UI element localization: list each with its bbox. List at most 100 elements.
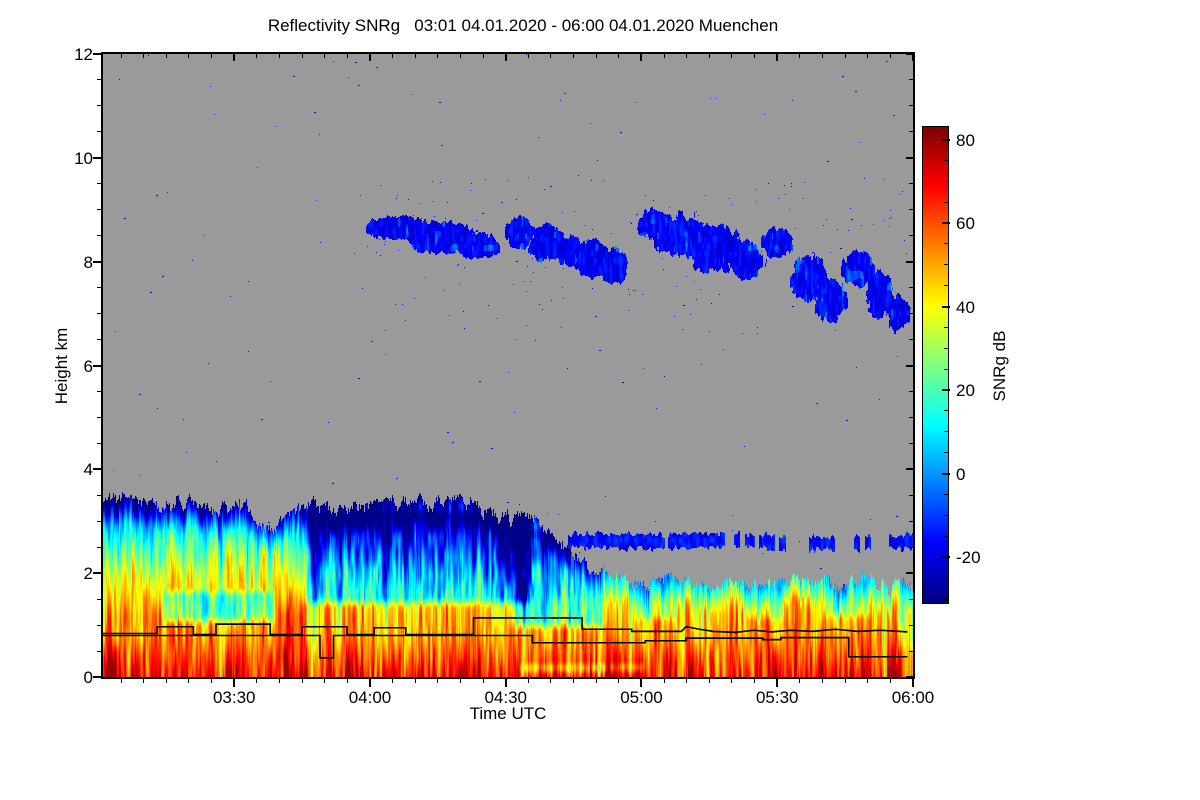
y-minor-tick xyxy=(97,339,101,341)
x-major-tick-top xyxy=(233,54,236,61)
x-minor-tick-top xyxy=(573,54,575,58)
colorbar-minor-tick xyxy=(944,410,948,412)
x-minor-tick xyxy=(754,679,756,683)
y-minor-tick xyxy=(97,390,101,392)
colorbar-minor-tick xyxy=(944,368,948,370)
colorbar-minor-tick xyxy=(944,598,948,600)
x-major-tick-top xyxy=(776,54,779,61)
colorbar-minor-tick xyxy=(944,180,948,182)
y-minor-tick xyxy=(97,131,101,133)
x-minor-tick xyxy=(188,679,190,683)
x-major-tick xyxy=(776,679,779,687)
colorbar-minor-tick xyxy=(944,347,948,349)
y-minor-tick-right xyxy=(909,313,913,315)
x-tick-label: 06:00 xyxy=(891,688,935,707)
y-minor-tick xyxy=(97,209,101,211)
y-minor-tick xyxy=(97,183,101,185)
x-minor-tick xyxy=(459,679,461,683)
colorbar-minor-tick xyxy=(944,326,948,328)
x-minor-tick xyxy=(618,679,620,683)
y-tick-label: 6 xyxy=(83,356,93,376)
y-minor-tick xyxy=(97,416,101,418)
x-tick-label: 05:30 xyxy=(755,688,799,707)
colorbar-minor-tick xyxy=(944,243,948,245)
y-minor-tick xyxy=(97,546,101,548)
x-minor-tick-top xyxy=(278,54,280,58)
y-minor-tick-right xyxy=(909,131,913,133)
colorbar-minor-tick xyxy=(944,159,948,161)
x-major-tick xyxy=(233,679,236,687)
colorbar-major-tick xyxy=(942,389,950,392)
x-minor-tick xyxy=(799,679,801,683)
x-minor-tick-top xyxy=(143,54,145,58)
x-minor-tick xyxy=(392,679,394,683)
y-minor-tick-right xyxy=(909,339,913,341)
x-minor-tick xyxy=(663,679,665,683)
x-minor-tick-top xyxy=(392,54,394,58)
y-major-tick-right xyxy=(906,468,913,471)
y-minor-tick-right xyxy=(909,209,913,211)
x-minor-tick-top xyxy=(595,54,597,58)
y-minor-tick-right xyxy=(909,287,913,289)
y-minor-tick-right xyxy=(909,235,913,237)
y-tick-label: 10 xyxy=(74,148,93,168)
y-major-tick-right xyxy=(906,572,913,575)
y-major-tick-right xyxy=(906,260,913,263)
colorbar-tick-label: 80 xyxy=(956,130,975,150)
x-minor-tick-top xyxy=(211,54,213,58)
x-minor-tick xyxy=(120,679,122,683)
y-minor-tick xyxy=(97,520,101,522)
x-major-tick-top xyxy=(912,54,914,61)
colorbar-gradient xyxy=(923,127,948,603)
x-major-tick xyxy=(640,679,643,687)
y-minor-tick-right xyxy=(909,494,913,496)
colorbar-major-tick xyxy=(942,222,950,225)
x-minor-tick xyxy=(686,679,688,683)
y-major-tick xyxy=(93,468,101,471)
x-axis-label: Time UTC xyxy=(469,704,547,723)
x-minor-tick-top xyxy=(188,54,190,58)
x-minor-tick-top xyxy=(324,54,326,58)
colorbar-minor-tick xyxy=(944,493,948,495)
x-minor-tick xyxy=(550,679,552,683)
x-tick-label: 04:30 xyxy=(484,688,527,707)
y-minor-tick xyxy=(97,598,101,600)
y-major-tick-right xyxy=(906,676,913,678)
x-minor-tick xyxy=(889,679,891,683)
y-major-tick xyxy=(93,260,101,263)
colorbar-tick-label: 0 xyxy=(956,464,966,484)
x-minor-tick-top xyxy=(120,54,122,58)
x-minor-tick xyxy=(708,679,710,683)
x-minor-tick-top xyxy=(459,54,461,58)
y-minor-tick-right xyxy=(909,105,913,107)
y-major-tick xyxy=(93,676,101,678)
y-tick-label: 2 xyxy=(83,564,93,584)
x-minor-tick xyxy=(844,679,846,683)
x-minor-tick xyxy=(821,679,823,683)
x-minor-tick xyxy=(414,679,416,683)
y-major-tick xyxy=(93,364,101,367)
colorbar-tick-label: 60 xyxy=(956,214,975,234)
x-major-tick xyxy=(504,679,507,687)
x-minor-tick-top xyxy=(708,54,710,58)
y-major-tick-right xyxy=(906,156,913,159)
y-tick-label: 4 xyxy=(83,460,93,480)
x-minor-tick-top xyxy=(889,54,891,58)
y-minor-tick xyxy=(97,313,101,315)
colorbar-tick-label: 20 xyxy=(956,381,975,401)
x-minor-tick-top xyxy=(663,54,665,58)
x-minor-tick-top xyxy=(618,54,620,58)
y-minor-tick-right xyxy=(909,520,913,522)
y-minor-tick xyxy=(97,235,101,237)
x-minor-tick xyxy=(165,679,167,683)
x-tick-label: 03:30 xyxy=(212,688,256,707)
x-minor-tick-top xyxy=(867,54,869,58)
colorbar-major-tick xyxy=(942,556,950,559)
y-major-tick xyxy=(93,156,101,159)
y-minor-tick-right xyxy=(909,624,913,626)
y-major-tick xyxy=(93,572,101,575)
x-tick-label: 05:00 xyxy=(620,688,663,707)
colorbar-minor-tick xyxy=(944,264,948,266)
colorbar-minor-tick xyxy=(944,535,948,537)
